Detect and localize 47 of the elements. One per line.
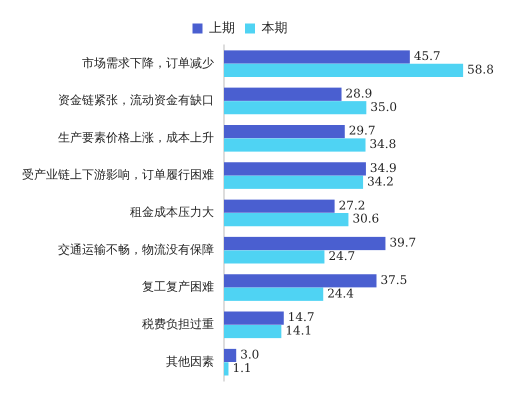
data-label: 58.8 xyxy=(467,62,494,76)
data-label: 1.1 xyxy=(232,360,252,375)
data-label: 45.7 xyxy=(414,49,441,64)
bar xyxy=(224,88,342,101)
y-tick-label: 其他因素 xyxy=(166,354,214,368)
legend-label: 本期 xyxy=(262,20,288,36)
bar xyxy=(224,274,376,288)
bar xyxy=(224,236,386,250)
y-tick-label: 资金链紧张，流动资金有缺口 xyxy=(58,93,214,108)
y-tick-label: 税费负担过重 xyxy=(142,316,214,331)
bar xyxy=(224,124,345,138)
data-label: 24.7 xyxy=(328,249,356,264)
data-label: 27.2 xyxy=(338,198,366,212)
y-tick-label: 受产业链上下游影响，订单履行困难 xyxy=(22,168,214,182)
bar xyxy=(224,162,366,176)
data-label: 24.4 xyxy=(327,286,354,300)
data-label: 34.8 xyxy=(370,137,396,152)
data-label: 39.7 xyxy=(389,236,416,250)
bar xyxy=(224,250,324,264)
data-label: 14.1 xyxy=(285,324,312,338)
data-label: 14.7 xyxy=(288,310,314,324)
bar xyxy=(224,50,410,64)
bar xyxy=(224,138,366,152)
data-label: 28.9 xyxy=(346,86,372,100)
y-tick-label: 复工复产困难 xyxy=(142,280,214,294)
y-tick-label: 生产要素价格上涨，成本上升 xyxy=(58,130,214,144)
bar xyxy=(224,288,324,301)
data-label: 34.9 xyxy=(370,161,397,175)
bar xyxy=(224,176,364,189)
bar xyxy=(224,362,228,376)
y-tick-label: 市场需求下降，订单减少 xyxy=(82,56,214,70)
bar xyxy=(224,324,282,338)
data-label: 29.7 xyxy=(348,124,376,138)
data-label: 34.2 xyxy=(367,174,394,188)
data-label: 35.0 xyxy=(370,100,398,114)
bar xyxy=(224,213,348,226)
bar xyxy=(224,348,236,362)
y-tick-label: 租金成本压力大 xyxy=(130,205,214,220)
data-label: 30.6 xyxy=(352,212,380,226)
bar xyxy=(224,200,335,213)
data-label: 37.5 xyxy=(380,272,408,287)
y-tick-label: 交通运输不畅，物流没有保障 xyxy=(58,242,214,256)
bar xyxy=(224,312,284,325)
legend-label: 上期 xyxy=(209,20,235,36)
data-label: 3.0 xyxy=(240,348,260,362)
bar xyxy=(224,64,464,77)
bar xyxy=(224,101,366,114)
